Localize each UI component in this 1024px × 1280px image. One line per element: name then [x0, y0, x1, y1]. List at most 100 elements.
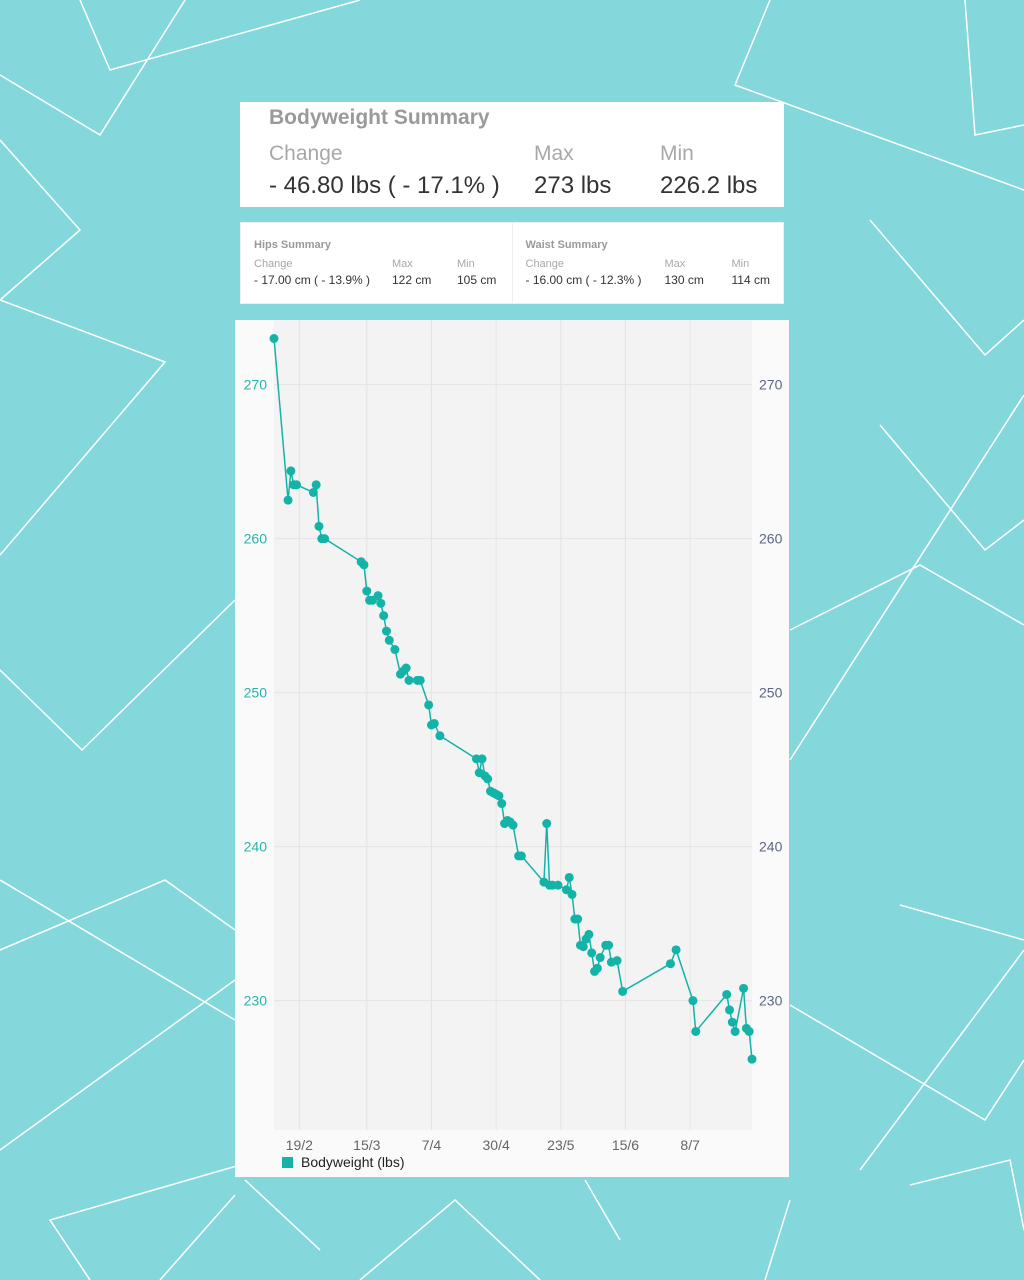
data-point [320, 534, 330, 544]
x-tick-label: 15/6 [612, 1137, 639, 1150]
chart-legend[interactable]: Bodyweight (lbs) [282, 1154, 405, 1170]
data-point [744, 1026, 754, 1036]
bodyweight-summary-card: Bodyweight Summary Change - 46.80 lbs ( … [240, 102, 784, 207]
y-tick-label-left: 260 [244, 531, 268, 547]
data-point [373, 591, 383, 601]
y-tick-label-right: 240 [759, 839, 783, 855]
y-tick-label-left: 240 [244, 839, 268, 855]
data-point [477, 754, 487, 764]
data-point [595, 953, 605, 963]
data-point [691, 1026, 701, 1036]
hips-max: Max 122 cm [392, 258, 431, 287]
waist-change: Change - 16.00 cm ( - 12.3% ) [526, 258, 642, 287]
data-point [424, 700, 434, 710]
min-value: 226.2 lbs [660, 172, 758, 199]
change-label: Change [254, 258, 293, 270]
data-point [384, 635, 394, 645]
data-point [376, 598, 386, 608]
bodyweight-max: Max 273 lbs [534, 142, 611, 200]
data-point [286, 466, 296, 476]
data-point [584, 929, 594, 939]
y-tick-label-right: 250 [759, 685, 783, 701]
chart-plot: 19/2 15/3 7/4 30/4 23/5 15/6 8/7 230 230 240 240 25… [244, 320, 783, 1150]
min-label: Min [457, 258, 475, 270]
data-point [573, 914, 583, 924]
x-tick-label: 15/3 [353, 1137, 380, 1150]
measurement-summary-row: Hips Summary Change - 17.00 cm ( - 13.9%… [240, 222, 784, 304]
data-point [730, 1026, 740, 1036]
min-value: 105 cm [457, 273, 497, 287]
data-point [404, 675, 414, 685]
data-point [564, 872, 574, 882]
max-label: Max [664, 258, 686, 270]
data-point [618, 986, 628, 996]
max-value: 273 lbs [534, 172, 612, 199]
data-point [311, 480, 321, 490]
data-point [688, 996, 698, 1006]
bodyweight-change: Change - 46.80 lbs ( - 17.1% ) [269, 142, 500, 200]
data-point [362, 586, 372, 596]
data-point [269, 333, 279, 343]
data-point [516, 851, 526, 861]
data-point [390, 645, 400, 655]
min-value: 114 cm [731, 273, 770, 287]
data-point [587, 948, 597, 958]
data-point [612, 956, 622, 966]
bodyweight-chart: 19/2 15/3 7/4 30/4 23/5 15/6 8/7 230 230 240 240 25… [235, 320, 789, 1177]
data-point [308, 487, 318, 497]
y-tick-label-left: 250 [244, 685, 268, 701]
x-tick-label: 30/4 [483, 1137, 510, 1150]
data-point [553, 880, 563, 890]
min-label: Min [660, 142, 694, 165]
data-point [435, 731, 445, 741]
data-point [283, 495, 293, 505]
waist-min: Min 114 cm [732, 258, 770, 287]
data-point [291, 480, 301, 490]
y-tick-label-right: 230 [759, 993, 783, 1009]
min-label: Min [731, 258, 750, 270]
data-point [359, 560, 369, 570]
x-tick-label: 7/4 [422, 1137, 442, 1150]
x-tick-label: 19/2 [286, 1137, 313, 1150]
legend-label: Bodyweight (lbs) [301, 1154, 405, 1170]
data-point [542, 819, 552, 829]
waist-max: Max 130 cm [665, 258, 704, 287]
data-point [567, 889, 577, 899]
data-point [497, 799, 507, 809]
data-point [592, 963, 602, 973]
plot-area [274, 320, 752, 1130]
waist-summary-title: Waist Summary [525, 239, 608, 251]
data-point [739, 983, 749, 993]
max-label: Max [392, 258, 413, 270]
data-point [727, 1017, 737, 1027]
hips-min: Min 105 cm [457, 258, 496, 287]
data-point [508, 820, 518, 830]
data-point [665, 959, 675, 969]
data-point [494, 791, 504, 801]
max-value: 122 cm [392, 273, 432, 287]
data-point [379, 611, 389, 621]
data-point [725, 1005, 735, 1015]
data-point [415, 675, 425, 685]
data-point [429, 718, 439, 728]
change-label: Change [525, 258, 565, 270]
hips-change: Change - 17.00 cm ( - 13.9% ) [254, 258, 370, 287]
data-point [604, 940, 614, 950]
max-value: 130 cm [664, 273, 704, 287]
data-point [671, 945, 681, 955]
x-tick-label: 8/7 [680, 1137, 700, 1150]
change-value: - 16.00 cm ( - 12.3% ) [525, 273, 642, 287]
max-label: Max [534, 142, 574, 165]
data-point [722, 989, 732, 999]
y-tick-label-left: 230 [244, 993, 268, 1009]
legend-swatch [282, 1156, 293, 1168]
y-tick-label-left: 270 [244, 377, 268, 393]
bodyweight-summary-title: Bodyweight Summary [269, 106, 490, 129]
bodyweight-min: Min 226.2 lbs [660, 142, 757, 200]
change-label: Change [269, 142, 343, 165]
y-tick-label-right: 270 [759, 377, 783, 393]
data-point [314, 521, 324, 531]
data-point [483, 774, 493, 784]
data-point [381, 626, 391, 636]
